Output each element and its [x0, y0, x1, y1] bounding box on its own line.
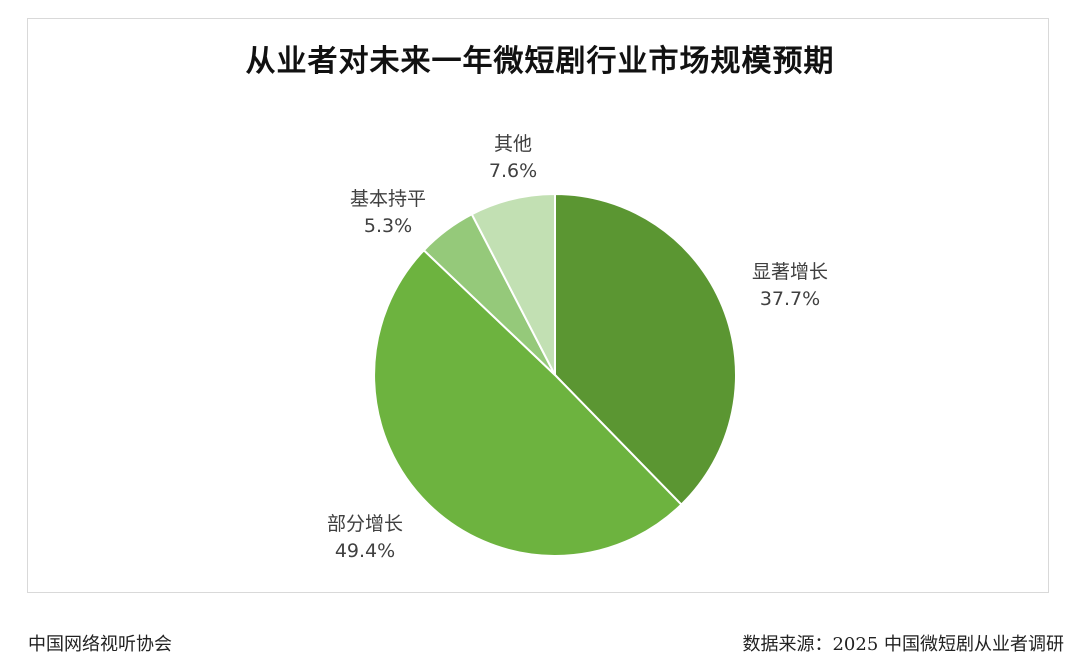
slice-category-label: 部分增长 — [327, 513, 403, 535]
data-source-label: 数据来源：2025 中国微短剧从业者调研 — [742, 634, 1064, 655]
pie-labels: 显著增长 37.7% 部分增长 49.4% 基本持平 5.3% 其他 7.6% — [327, 133, 828, 562]
pie-slice-4 — [470, 192, 556, 376]
slice-value-label: 5.3% — [364, 215, 412, 237]
slice-category-label: 其他 — [494, 133, 532, 155]
chart-title: 从业者对未来一年微短剧行业市场规模预期 — [245, 44, 835, 79]
slice-value-label: 49.4% — [335, 540, 395, 562]
slice-value-label: 37.7% — [760, 288, 820, 310]
slice-value-label: 7.6% — [489, 160, 537, 182]
slice-category-label: 基本持平 — [350, 188, 426, 210]
publisher-label: 中国网络视听协会 — [28, 634, 172, 655]
pie-slice-2 — [373, 248, 683, 557]
slice-category-label: 显著增长 — [752, 261, 828, 283]
pie-slices — [373, 192, 737, 557]
pie-slice-1 — [554, 192, 737, 506]
